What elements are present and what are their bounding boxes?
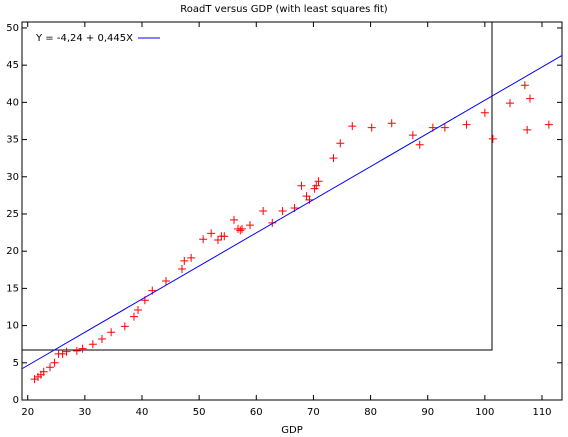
plot-frame — [21, 21, 563, 401]
scatter-point — [88, 340, 97, 349]
scatter-point — [162, 276, 170, 285]
scatter-point — [134, 305, 142, 314]
scatter-point — [480, 108, 489, 117]
scatter-point — [199, 235, 208, 244]
x-tick-label: 90 — [421, 407, 434, 418]
scatter-point — [39, 367, 48, 376]
x-tick-label: 30 — [78, 407, 91, 418]
scatter-point — [526, 94, 534, 103]
scatter-point — [259, 207, 268, 215]
x-tick-label: 100 — [475, 407, 494, 418]
scatter-point — [462, 120, 471, 129]
x-tick-label: 70 — [307, 407, 320, 418]
scatter-point — [348, 122, 357, 131]
x-tick-label: 50 — [193, 407, 206, 418]
scatter-point — [268, 218, 277, 227]
scatter-point — [312, 181, 321, 190]
x-tick-label: 40 — [136, 407, 149, 418]
scatter-point — [297, 181, 306, 190]
fit-line — [21, 55, 563, 370]
chart-title: RoadT versus GDP (with least squares fit… — [180, 4, 387, 15]
legend-box — [21, 21, 493, 351]
scatter-point — [336, 139, 345, 148]
scatter-point — [238, 224, 246, 233]
scatter-point — [415, 140, 424, 149]
scatter-point — [278, 207, 287, 215]
y-tick-label: 20 — [6, 246, 19, 257]
x-tick-label: 110 — [532, 407, 551, 418]
scatter-point — [314, 177, 323, 186]
scatter-point — [408, 131, 417, 140]
scatter-point — [50, 358, 59, 367]
scatter-point — [544, 120, 553, 129]
scatter-point — [72, 346, 81, 355]
scatter-point — [130, 312, 138, 321]
scatter-point — [488, 134, 497, 143]
scatter-point — [187, 253, 196, 262]
scatter-point — [207, 229, 216, 238]
scatter-point — [520, 81, 529, 90]
scatter-point — [367, 123, 376, 132]
scatter-point — [440, 123, 449, 132]
scatter-point — [220, 232, 229, 241]
y-tick-label: 25 — [6, 209, 19, 220]
x-axis-label: GDP — [281, 425, 302, 436]
scatter-point — [246, 221, 254, 230]
scatter-point — [78, 344, 87, 353]
scatter-point — [506, 99, 514, 108]
legend-label: Y = -4,24 + 0,445X — [35, 33, 133, 44]
scatter-point — [30, 375, 39, 384]
scatter-point — [236, 226, 245, 235]
scatter-point — [120, 322, 129, 331]
y-tick-label: 45 — [6, 60, 19, 71]
x-tick-label: 20 — [21, 407, 34, 418]
y-tick-label: 10 — [6, 321, 19, 332]
scatter-point — [46, 363, 54, 372]
scatter-point — [180, 256, 189, 265]
y-tick-label: 30 — [6, 172, 19, 183]
y-tick-label: 0 — [13, 395, 19, 406]
x-tick-label: 60 — [250, 407, 263, 418]
scatter-point — [58, 349, 67, 358]
scatter-point — [98, 334, 106, 343]
y-tick-label: 15 — [6, 283, 19, 294]
scatter-point — [387, 119, 396, 128]
y-tick-label: 40 — [6, 97, 19, 108]
scatter-point — [523, 125, 532, 134]
y-tick-label: 5 — [13, 358, 19, 369]
scatter-point — [329, 154, 338, 163]
y-tick-label: 35 — [6, 135, 19, 146]
scatter-point — [107, 328, 116, 337]
scatter-point — [214, 236, 222, 245]
x-tick-label: 80 — [364, 407, 377, 418]
scatter-point — [178, 265, 186, 274]
scatter-point — [230, 215, 238, 224]
y-tick-label: 50 — [6, 23, 19, 34]
scatter-point — [62, 347, 71, 356]
